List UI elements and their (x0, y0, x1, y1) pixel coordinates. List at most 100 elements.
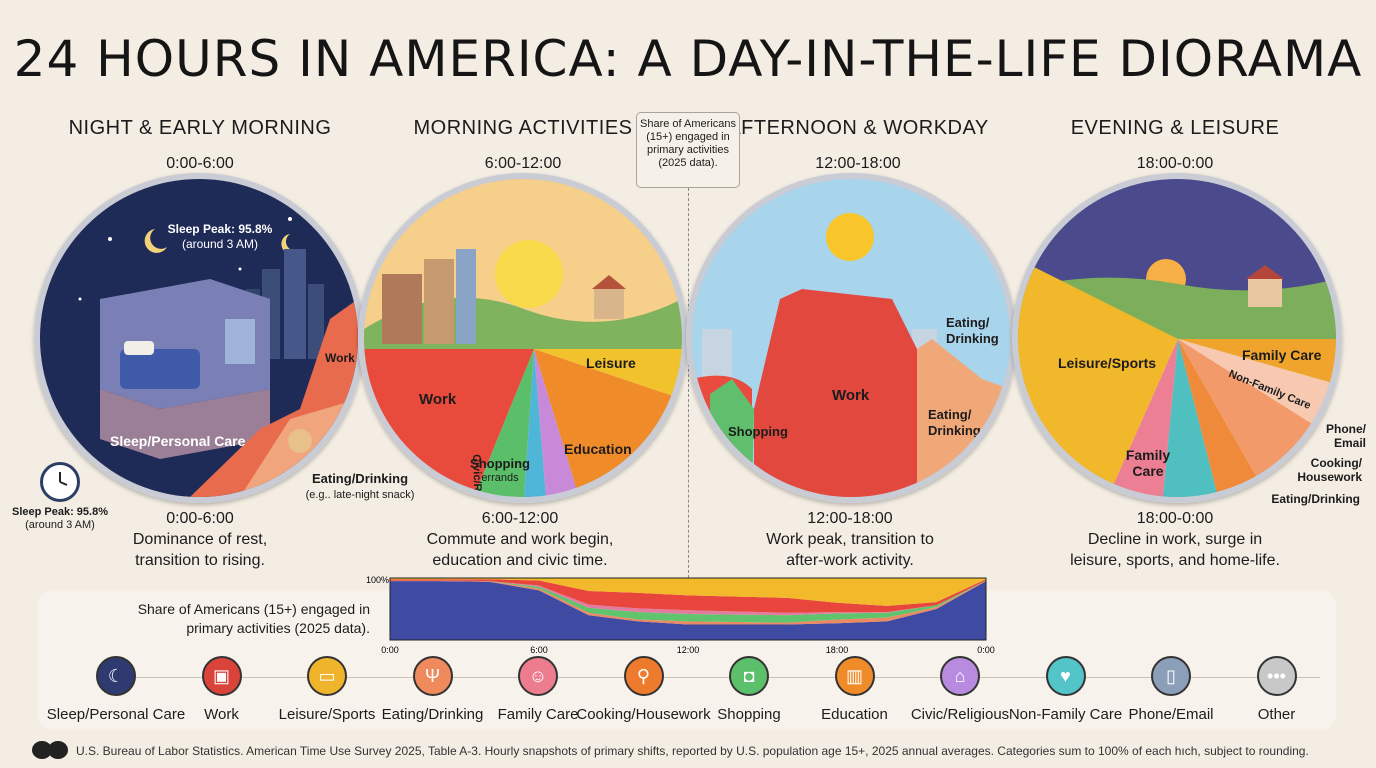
legend-label: Shopping (717, 706, 781, 723)
legend-item-family-care: ☺ Family Care (468, 656, 608, 723)
legend-label: Family Care (497, 706, 579, 723)
family-segment-label: Family Care (1125, 447, 1171, 479)
shopping-segment: Shopping errands (460, 457, 540, 485)
legend-item-sleep-personal-care: ☾ Sleep/Personal Care (46, 656, 186, 723)
sleep-peak-sub: (around 3 AM) (181, 237, 259, 251)
area-work (390, 579, 986, 613)
cooking-label: Cooking/ Housework (1297, 456, 1362, 484)
y-tick-label: 100% (366, 575, 389, 585)
caption-text: Work peak, transition to after-work acti… (766, 531, 934, 569)
eating-label-bottom: Eating/ Drinking (928, 407, 981, 438)
activity-stream-chart: 100% 0:00 6:00 12:00 18:00 0:00 (366, 575, 995, 655)
x-tick-label: 0:00 (381, 645, 399, 655)
work-segment-label: Work (832, 387, 870, 404)
caption-time: 6:00-12:00 (481, 510, 559, 527)
morning-diorama: Work Shopping errands Civic/Religious Ed… (358, 173, 688, 503)
legend-label: Sleep/Personal Care (46, 706, 186, 723)
caption-time: 18:00-0:00 (1136, 510, 1214, 527)
panel-time: 6:00-12:00 (484, 155, 562, 172)
legend-label: Work (204, 706, 239, 723)
page-title: 24 HOURS IN AMERICA: A DAY-IN-THE-LIFE D… (13, 30, 1363, 88)
work-segment-label: Work (325, 351, 355, 365)
callout-leader-line (688, 188, 689, 583)
share-label: Share of Americans (15+) engaged in prim… (137, 601, 370, 636)
clock-caption: Sleep Peak: 95.8% (around 3 AM) (10, 506, 110, 532)
panel-title: AFTERNOON & WORKDAY (727, 117, 989, 139)
x-tick-label: 6:00 (530, 645, 548, 655)
legend-label: Non-Family Care (1008, 706, 1123, 723)
x-tick-label: 0:00 (977, 645, 995, 655)
sleep-segment-label: Sleep/Personal Care (110, 433, 246, 449)
tv-ball-icon: ▭ (307, 656, 347, 696)
legend-item-education: ▥ Education (785, 656, 925, 723)
area-leisure-sports (390, 578, 986, 606)
legend-item-eating-drinking: Ψ Eating/Drinking (363, 656, 503, 723)
legend-item-phone-email: ▯ Phone/Email (1101, 656, 1241, 723)
data-callout: Share of Americans (15+) engaged in prim… (636, 112, 740, 188)
panel-header-night: NIGHT & EARLY MORNING 0:00-6:00 (40, 117, 360, 173)
book-icon: ▥ (834, 656, 875, 696)
activity-legend: ☾ Sleep/Personal Care ▣ Work ▭ Leisure/Sports… (40, 656, 1340, 726)
clock-caption-line1: Sleep Peak: 95.8% (11, 506, 108, 518)
afternoon-caption: 12:00-18:00 Work peak, transition to aft… (690, 508, 1010, 571)
night-caption: 0:00-6:00 Dominance of rest, transition … (40, 508, 360, 571)
caption-time: 0:00-6:00 (166, 510, 234, 527)
leisure-segment-label: Leisure/Sports (1058, 355, 1157, 371)
leisure-segment-label: Leisure (586, 355, 636, 371)
area-sleep-personal-care (390, 581, 986, 640)
church-icon: ⌂ (940, 656, 980, 696)
panel-time: 0:00-6:00 (166, 155, 234, 172)
education-segment-label: Education (564, 441, 632, 457)
source-footnote: U.S. Bureau of Labor Statistics. America… (76, 744, 1309, 758)
legend-item-work: ▣ Work (152, 656, 292, 723)
evening-eating-label: Eating/Drinking (1271, 492, 1360, 506)
x-tick-label: 18:00 (826, 645, 849, 655)
phone-email-label: Phone/ Email (1325, 422, 1366, 450)
legend-label: Education (821, 706, 888, 723)
panel-title: MORNING ACTIVITIES (413, 117, 633, 139)
legend-label: Eating/Drinking (381, 706, 484, 723)
family-icon: ☺ (518, 656, 558, 696)
shopping-bag-icon: ◘ (729, 656, 769, 696)
legend-label: Cooking/Housework (576, 706, 711, 723)
panel-header-morning: MORNING ACTIVITIES 6:00-12:00 (363, 117, 683, 173)
legend-item-other: ••• Other (1207, 656, 1347, 723)
shopping-segment-label: Shopping (728, 424, 788, 439)
legend-item-cooking-housework: ⚲ Cooking/Housework (574, 656, 714, 723)
legend-label: Phone/Email (1128, 706, 1214, 723)
legend-item-civic-religious: ⌂ Civic/Religious (890, 656, 1030, 723)
shopping-segment-sub: errands (481, 472, 519, 484)
source-logo-icon (32, 741, 68, 759)
legend-item-shopping: ◘ Shopping (679, 656, 819, 723)
pan-broom-icon: ⚲ (623, 656, 664, 696)
work-segment-label: Work (419, 391, 457, 408)
shopping-segment-label: Shopping (470, 456, 530, 471)
chart-frame (389, 577, 987, 641)
eating-label-top: Eating/ Drinking (946, 315, 999, 346)
legend-item-non-family-care: ♥ Non-Family Care (996, 656, 1136, 723)
afternoon-diorama: Work Shopping Eating/ Drinking Eating/ D… (686, 173, 1016, 503)
clock-icon (40, 462, 80, 502)
x-tick-label: 12:00 (677, 645, 700, 655)
briefcase-icon: ▣ (201, 656, 242, 696)
area-shopping (390, 580, 986, 623)
family-care-label: Family Care (1242, 347, 1322, 363)
morning-caption: 6:00-12:00 Commute and work begin, educa… (360, 508, 680, 571)
legend-label: Civic/Religious (910, 706, 1010, 723)
legend-label: Other (1257, 706, 1296, 723)
caption-text: Decline in work, surge in leisure, sport… (1070, 531, 1280, 569)
legend-item-leisure-sports: ▭ Leisure/Sports (257, 656, 397, 723)
fork-knife-icon: Ψ (412, 656, 453, 696)
panel-header-evening: EVENING & LEISURE 18:00-0:00 (1015, 117, 1335, 173)
caption-time: 12:00-18:00 (807, 510, 893, 527)
phone-icon: ▯ (1151, 656, 1191, 696)
ellipsis-icon: ••• (1256, 656, 1297, 696)
evening-caption: 18:00-0:00 Decline in work, surge in lei… (1015, 508, 1335, 571)
panel-title: EVENING & LEISURE (1070, 117, 1280, 139)
caption-text: Commute and work begin, education and ci… (426, 531, 614, 569)
clock-caption-line2: (around 3 AM) (25, 519, 95, 531)
panel-time: 18:00-0:00 (1136, 155, 1214, 172)
panel-time: 12:00-18:00 (815, 155, 901, 172)
legend-label: Leisure/Sports (278, 706, 376, 723)
panel-title: NIGHT & EARLY MORNING (68, 117, 332, 139)
